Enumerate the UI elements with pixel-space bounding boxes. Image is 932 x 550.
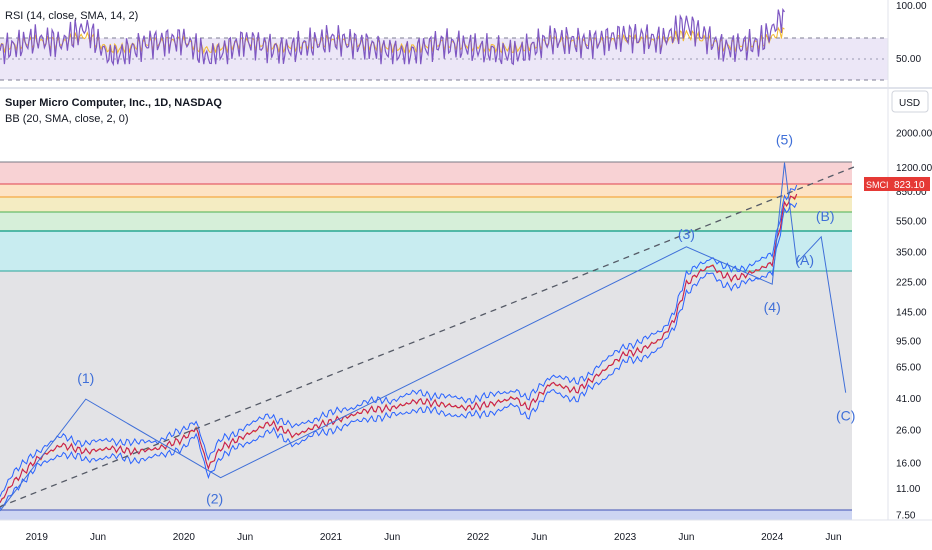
price-tick-label: 16.00 [896, 458, 921, 469]
rsi-panel: RSI (14, close, SMA, 14, 2) 100.00 50.00 [0, 1, 927, 81]
time-tick-label: 2024 [761, 532, 784, 543]
wave-labels: (1) (2) (3) (4) (5) (A) (B) (C) [77, 132, 855, 507]
wave-label: (A) [795, 252, 814, 268]
price-tag-value: 823.10 [894, 180, 925, 191]
time-tick-label: 2021 [320, 532, 343, 543]
price-tag: SMCI 823.10 [864, 177, 930, 191]
price-tick-label: 850.00 [896, 187, 927, 198]
time-tick-label: Jun [678, 532, 694, 543]
wave-label: (2) [206, 491, 223, 507]
time-tick-label: Jun [90, 532, 106, 543]
time-tick-label: 2023 [614, 532, 637, 543]
price-line [0, 193, 798, 504]
elliott-wave-path[interactable] [0, 162, 847, 512]
price-tick-label: 2000.00 [896, 128, 932, 139]
price-tick-label: 350.00 [896, 247, 927, 258]
wave-label: (C) [836, 408, 855, 424]
zone-yellow [0, 197, 852, 212]
price-tick-label: 145.00 [896, 308, 927, 319]
indicator-label: BB (20, SMA, close, 2, 0) [5, 113, 129, 125]
time-tick-label: Jun [825, 532, 841, 543]
price-axis-ticks: 2000.00 1200.00 850.00 550.00 350.00 225.00 14… [896, 128, 932, 521]
time-tick-label: Jun [531, 532, 547, 543]
rsi-tick-50: 50.00 [896, 54, 921, 65]
wave-label: (1) [77, 370, 94, 386]
time-tick-label: 2020 [173, 532, 196, 543]
price-tick-label: 11.00 [896, 484, 921, 495]
price-tick-label: 26.00 [896, 425, 921, 436]
price-tick-label: 550.00 [896, 217, 927, 228]
currency-label: USD [899, 98, 920, 109]
price-tick-label: 225.00 [896, 278, 927, 289]
zone-gray [0, 271, 852, 510]
price-tick-label: 95.00 [896, 337, 921, 348]
price-tag-symbol-box [864, 177, 890, 191]
wave-label: (B) [816, 208, 835, 224]
currency-button[interactable] [891, 90, 929, 113]
zone-pink [0, 162, 852, 184]
price-tag-symbol: SMCI [866, 180, 889, 190]
zone-teal [0, 231, 852, 271]
bb-upper-band [0, 184, 798, 497]
time-tick-label: Jun [384, 532, 400, 543]
price-tag-value-box [890, 177, 930, 191]
time-tick-label: Jun [237, 532, 253, 543]
wave-label: (5) [776, 132, 793, 148]
zone-green [0, 212, 852, 231]
rsi-tick-100: 100.00 [896, 1, 927, 12]
rsi-line [0, 7, 785, 67]
fib-zones [0, 161, 852, 520]
zone-orange [0, 184, 852, 197]
time-tick-label: 2022 [467, 532, 490, 543]
zone-blue [0, 510, 852, 520]
rsi-title: RSI (14, close, SMA, 14, 2) [5, 10, 138, 22]
price-tick-label: 7.50 [896, 510, 916, 521]
price-tick-label: 65.00 [896, 363, 921, 374]
wave-label: (4) [764, 299, 781, 315]
price-tick-label: 41.00 [896, 394, 921, 405]
main-title: Super Micro Computer, Inc., 1D, NASDAQ [5, 97, 222, 109]
bb-lower-band [0, 202, 798, 510]
time-axis-ticks: 2019 Jun 2020 Jun 2021 Jun 2022 Jun 2023 Jun 2024 J… [26, 532, 842, 543]
wave-label: (3) [678, 226, 695, 242]
price-tick-label: 1200.00 [896, 163, 932, 174]
time-tick-label: 2019 [26, 532, 49, 543]
